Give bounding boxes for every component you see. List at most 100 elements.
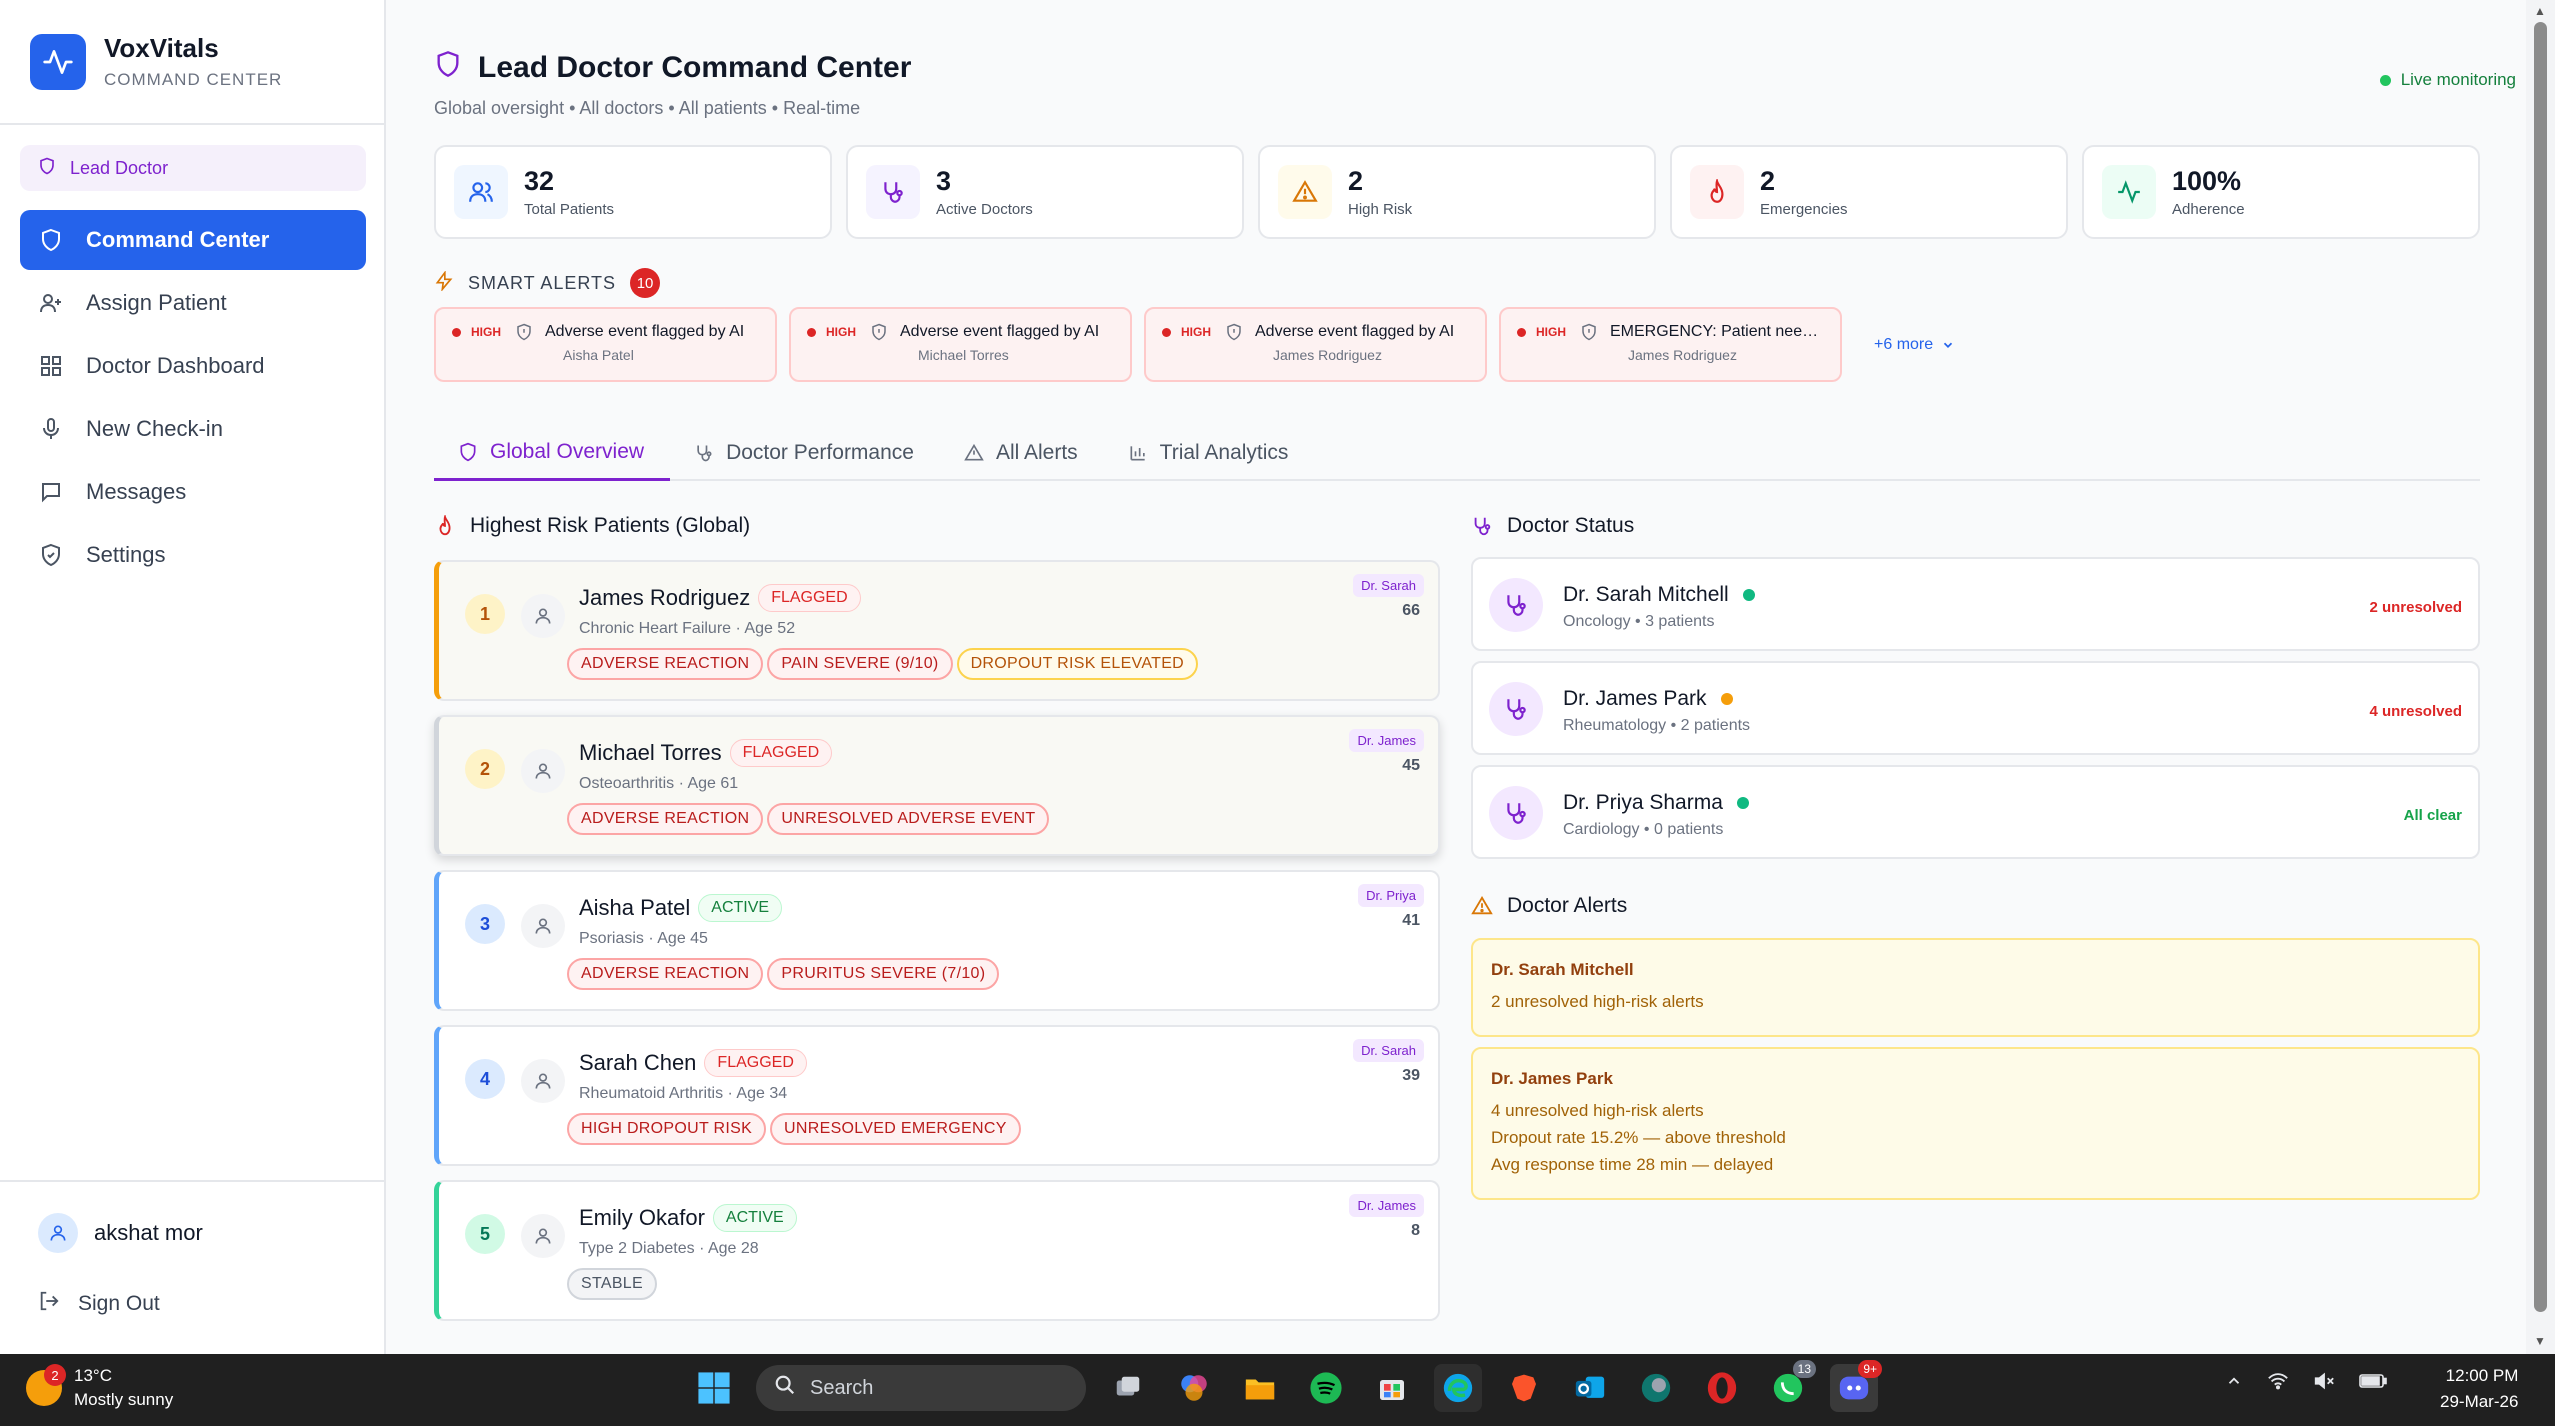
doctor-alert-status: 2 unresolved — [2369, 599, 2462, 616]
doctor-card[interactable]: Dr. James Park Rheumatology • 2 patients… — [1471, 661, 2480, 755]
app-icon[interactable] — [1632, 1364, 1680, 1412]
sun-icon: 2 — [26, 1364, 66, 1406]
discord-badge: 9+ — [1858, 1360, 1882, 1378]
nav-command-center[interactable]: Command Center — [20, 210, 366, 270]
risk-tag: ADVERSE REACTION — [567, 958, 764, 990]
alert-card[interactable]: HIGH Adverse event flagged by AI James R… — [1144, 307, 1487, 382]
whatsapp-icon[interactable]: 13 — [1764, 1360, 1816, 1412]
more-alerts-button[interactable]: +6 more — [1874, 336, 1955, 354]
nav-messages[interactable]: Messages — [20, 462, 366, 522]
chevron-up-icon[interactable] — [2225, 1372, 2243, 1395]
severity-dot — [1162, 327, 1171, 337]
activity-icon — [2102, 165, 2156, 219]
patient-card[interactable]: 2 Michael Torres FLAGGED Osteoarthritis ·… — [434, 715, 1440, 856]
patient-rank: 3 — [465, 904, 505, 944]
m365-icon[interactable] — [1170, 1364, 1218, 1412]
scrollbar[interactable]: ▲ ▼ — [2526, 0, 2555, 1354]
stat-emergencies: 2 Emergencies — [1670, 145, 2068, 239]
brand[interactable]: VoxVitals COMMAND CENTER — [30, 33, 282, 90]
smart-alerts-header: SMART ALERTS 10 — [434, 268, 661, 298]
weather-widget[interactable]: 2 13°C Mostly sunny — [26, 1364, 173, 1410]
scroll-down-icon[interactable]: ▼ — [2534, 1334, 2546, 1348]
windows-start-icon[interactable] — [690, 1364, 738, 1412]
file-explorer-icon[interactable] — [1236, 1364, 1284, 1412]
stat-label: High Risk — [1348, 201, 1413, 218]
alert-message: EMERGENCY: Patient needs imm... — [1610, 323, 1824, 340]
clock-time: 12:00 PM — [2445, 1366, 2519, 1385]
doctor-badge: Dr. Sarah — [1353, 574, 1424, 597]
patient-name: James Rodriguez — [579, 585, 751, 610]
doctor-card[interactable]: Dr. Priya Sharma Cardiology • 0 patients… — [1471, 765, 2480, 859]
discord-icon[interactable]: 9+ — [1830, 1360, 1882, 1412]
warning-icon — [1471, 895, 1493, 917]
user-icon — [521, 904, 565, 948]
live-monitoring-indicator: Live monitoring — [2379, 70, 2516, 90]
alert-severity: HIGH — [471, 325, 501, 339]
scroll-up-icon[interactable]: ▲ — [2534, 4, 2546, 18]
nav-label: Assign Patient — [86, 290, 227, 315]
sign-out-button[interactable]: Sign Out — [38, 1290, 160, 1318]
status-badge: FLAGGED — [758, 584, 861, 612]
stat-value: 32 — [524, 166, 555, 196]
alert-patient: James Rodriguez — [1273, 347, 1382, 363]
status-badge: FLAGGED — [729, 739, 833, 767]
brave-icon[interactable] — [1500, 1364, 1548, 1412]
risk-score: 41 — [1402, 912, 1420, 929]
shield-icon — [38, 157, 56, 180]
mic-icon — [38, 417, 64, 441]
doctor-alert-card[interactable]: Dr. James Park 4 unresolved high-risk al… — [1471, 1047, 2480, 1200]
nav-label: Messages — [86, 479, 187, 504]
severity-dot — [807, 327, 816, 337]
tab-global-overview[interactable]: Global Overview — [434, 425, 671, 481]
spotify-icon[interactable] — [1302, 1364, 1350, 1412]
edge-icon[interactable] — [1434, 1364, 1482, 1412]
tab-all-alerts[interactable]: All Alerts — [940, 425, 1104, 481]
nav-new-check-in[interactable]: New Check-in — [20, 399, 366, 459]
nav-doctor-dashboard[interactable]: Doctor Dashboard — [20, 336, 366, 396]
patient-card[interactable]: 1 James Rodriguez FLAGGED Chronic Heart F… — [434, 560, 1440, 701]
nav-settings[interactable]: Settings — [20, 525, 366, 585]
status-dot — [1736, 797, 1749, 809]
user-profile[interactable]: akshat mor — [38, 1213, 203, 1253]
wifi-icon[interactable] — [2267, 1370, 2289, 1397]
patient-rank: 4 — [465, 1059, 505, 1099]
message-icon — [38, 480, 64, 504]
system-clock[interactable]: 12:00 PM 29-Mar-26 — [2440, 1366, 2518, 1412]
tab-doctor-performance[interactable]: Doctor Performance — [670, 425, 940, 481]
whatsapp-badge: 13 — [1792, 1360, 1816, 1378]
outlook-icon[interactable] — [1566, 1364, 1614, 1412]
taskbar-search[interactable]: Search — [756, 1365, 1086, 1411]
alert-card[interactable]: HIGH Adverse event flagged by AI Aisha P… — [434, 307, 777, 382]
tab-trial-analytics[interactable]: Trial Analytics — [1104, 425, 1315, 481]
opera-icon[interactable] — [1698, 1364, 1746, 1412]
status-dot — [1720, 693, 1733, 705]
user-plus-icon — [38, 291, 64, 315]
scroll-thumb[interactable] — [2534, 22, 2547, 1312]
stat-value: 2 — [1760, 166, 1776, 196]
alert-severity: HIGH — [1181, 325, 1211, 339]
weather-badge: 2 — [44, 1364, 66, 1386]
tab-label: Global Overview — [490, 439, 645, 463]
patient-rank: 5 — [465, 1214, 505, 1254]
patient-rank: 2 — [465, 749, 505, 789]
doctor-alert-card[interactable]: Dr. Sarah Mitchell 2 unresolved high-ris… — [1471, 938, 2480, 1037]
doctor-alert-name: Dr. Sarah Mitchell — [1491, 960, 1634, 979]
alert-card[interactable]: HIGH Adverse event flagged by AI Michael… — [789, 307, 1132, 382]
store-icon[interactable] — [1368, 1364, 1416, 1412]
battery-icon[interactable] — [2359, 1370, 2387, 1397]
risk-tag: UNRESOLVED EMERGENCY — [770, 1113, 1021, 1145]
nav-assign-patient[interactable]: Assign Patient — [20, 273, 366, 333]
user-icon — [521, 1059, 565, 1103]
patient-card[interactable]: 4 Sarah Chen FLAGGED Rheumatoid Arthritis… — [434, 1025, 1440, 1166]
doctor-card[interactable]: Dr. Sarah Mitchell Oncology • 3 patients… — [1471, 557, 2480, 651]
patient-card[interactable]: 3 Aisha Patel ACTIVE Psoriasis · Age 45 A… — [434, 870, 1440, 1011]
shield-icon — [434, 50, 462, 86]
patient-card[interactable]: 5 Emily Okafor ACTIVE Type 2 Diabetes · A… — [434, 1180, 1440, 1321]
risk-tag: PRURITUS SEVERE (7/10) — [767, 958, 1000, 990]
alert-card[interactable]: HIGH EMERGENCY: Patient needs imm... Jam… — [1499, 307, 1842, 382]
stat-value: 100% — [2172, 166, 2242, 196]
tab-label: Doctor Performance — [726, 441, 914, 464]
volume-muted-icon[interactable] — [2313, 1370, 2335, 1397]
alert-patient: Michael Torres — [918, 347, 1009, 363]
task-view-icon[interactable] — [1104, 1364, 1152, 1412]
